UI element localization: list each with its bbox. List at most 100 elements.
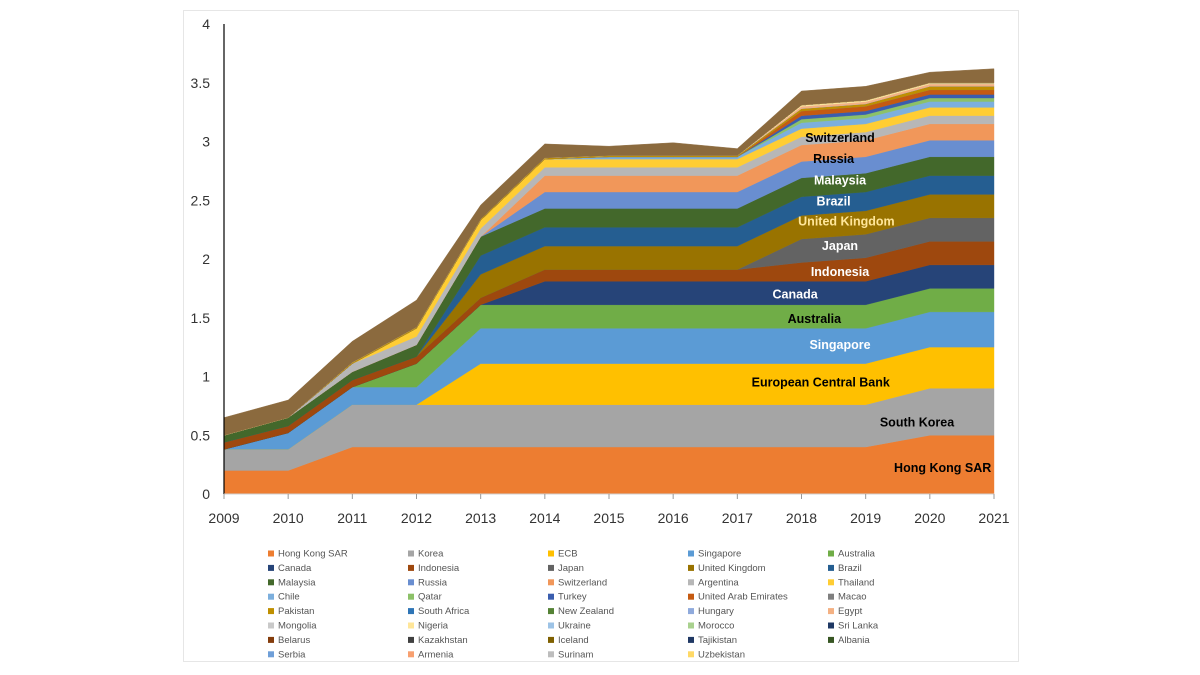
- legend-entry-ecb: ECB: [558, 549, 578, 560]
- legend-swatch: [268, 608, 274, 615]
- legend-swatch: [828, 608, 834, 615]
- legend-entry-south-africa: South Africa: [418, 606, 470, 617]
- legend-entry-serbia: Serbia: [278, 649, 306, 660]
- legend-swatch: [548, 608, 554, 615]
- legend-entry-qatar: Qatar: [418, 592, 442, 603]
- x-tick-label: 2011: [337, 510, 367, 526]
- x-tick-label: 2017: [722, 510, 753, 526]
- legend-entry-albania: Albania: [838, 635, 870, 646]
- legend-entry-turkey: Turkey: [558, 592, 587, 603]
- x-axis-ticks: 2009 2010 2011 2012 2013 2014 2015 2016 2017 2018…: [208, 494, 1010, 526]
- y-tick-label: 2.5: [191, 192, 211, 208]
- legend-entry-argentina: Argentina: [698, 577, 739, 588]
- legend-swatch: [828, 579, 834, 586]
- legend-swatch: [408, 622, 414, 629]
- legend-entry-korea: Korea: [418, 549, 444, 560]
- area-label-malaysia: Malaysia: [814, 173, 867, 187]
- area-other: [223, 68, 995, 436]
- area-label-indonesia: Indonesia: [811, 265, 870, 279]
- x-tick-label: 2015: [593, 510, 624, 526]
- x-tick-label: 2019: [850, 510, 881, 526]
- legend-entry-thailand: Thailand: [838, 577, 874, 588]
- legend-entry-new-zealand: New Zealand: [558, 606, 614, 617]
- area-label-australia: Australia: [788, 312, 843, 326]
- legend-swatch: [828, 593, 834, 600]
- legend-swatch: [688, 651, 694, 658]
- legend-entry-united-arab-emirates: United Arab Emirates: [698, 592, 788, 603]
- y-tick-label: 1: [202, 369, 210, 385]
- y-tick-label: 3: [202, 134, 210, 150]
- legend-entry-hungary: Hungary: [698, 606, 734, 617]
- legend-entry-chile: Chile: [278, 592, 300, 603]
- legend-swatch: [268, 564, 274, 571]
- legend-entry-canada: Canada: [278, 563, 312, 574]
- legend-swatch: [408, 579, 414, 586]
- y-tick-label: 2: [202, 251, 210, 267]
- legend-swatch: [828, 622, 834, 629]
- legend-entry-surinam: Surinam: [558, 649, 593, 660]
- legend-entry-pakistan: Pakistan: [278, 606, 314, 617]
- x-tick-label: 2012: [401, 510, 432, 526]
- legend-entry-hong-kong-sar: Hong Kong SAR: [278, 549, 348, 560]
- legend-swatch: [828, 636, 834, 643]
- x-tick-label: 2014: [529, 510, 560, 526]
- legend-entry-morocco: Morocco: [698, 621, 734, 632]
- x-tick-label: 2018: [786, 510, 817, 526]
- legend-entry-australia: Australia: [838, 549, 876, 560]
- legend-entry-uzbekistan: Uzbekistan: [698, 649, 745, 660]
- legend-entry-kazakhstan: Kazakhstan: [418, 635, 468, 646]
- legend-entry-belarus: Belarus: [278, 635, 310, 646]
- legend-entry-brazil: Brazil: [838, 563, 862, 574]
- x-tick-label: 2013: [465, 510, 496, 526]
- legend-swatch: [268, 579, 274, 586]
- legend-entry-iceland: Iceland: [558, 635, 589, 646]
- legend-swatch: [688, 636, 694, 643]
- legend-entry-indonesia: Indonesia: [418, 563, 460, 574]
- area-labels: Hong Kong SAR South Korea European Central…: [752, 131, 992, 475]
- legend-entry-malaysia: Malaysia: [278, 577, 316, 588]
- area-label-hong-kong-sar: Hong Kong SAR: [894, 461, 991, 475]
- area-label-united-kingdom: United Kingdom: [798, 214, 895, 228]
- legend-entry-japan: Japan: [558, 563, 584, 574]
- area-series-group: [223, 68, 995, 495]
- area-label-european-central-bank: European Central Bank: [752, 375, 890, 389]
- area-label-switzerland: Switzerland: [805, 131, 874, 145]
- legend-entry-russia: Russia: [418, 577, 448, 588]
- legend-swatch: [688, 579, 694, 586]
- legend-swatch: [688, 593, 694, 600]
- legend-entry-mongolia: Mongolia: [278, 621, 317, 632]
- area-label-singapore: Singapore: [809, 338, 870, 352]
- legend-entry-macao: Macao: [838, 592, 867, 603]
- x-tick-label: 2010: [273, 510, 304, 526]
- legend-swatch: [408, 651, 414, 658]
- y-tick-label: 3.5: [191, 75, 211, 91]
- area-label-canada: Canada: [773, 287, 819, 301]
- legend-swatch: [268, 550, 274, 557]
- x-tick-label: 2020: [914, 510, 945, 526]
- legend-entry-armenia: Armenia: [418, 649, 454, 660]
- legend-entry-egypt: Egypt: [838, 606, 863, 617]
- legend-entry-ukraine: Ukraine: [558, 621, 591, 632]
- legend-swatch: [688, 550, 694, 557]
- y-axis-ticks: 0 0.5 1 1.5 2 2.5 3 3.5 4: [191, 16, 211, 502]
- legend-swatch: [548, 564, 554, 571]
- x-tick-label: 2021: [978, 510, 1009, 526]
- legend-swatch: [548, 593, 554, 600]
- legend-swatch: [548, 651, 554, 658]
- legend-swatch: [548, 622, 554, 629]
- legend-entry-nigeria: Nigeria: [418, 621, 449, 632]
- x-tick-label: 2016: [658, 510, 689, 526]
- legend-swatch: [548, 579, 554, 586]
- legend-swatch: [268, 636, 274, 643]
- legend-swatch: [408, 608, 414, 615]
- legend-swatch: [268, 622, 274, 629]
- area-label-russia: Russia: [813, 152, 855, 166]
- legend-entry-tajikistan: Tajikistan: [698, 635, 737, 646]
- y-tick-label: 1.5: [191, 310, 211, 326]
- area-label-brazil: Brazil: [817, 194, 851, 208]
- legend-swatch: [828, 564, 834, 571]
- legend-swatch: [408, 564, 414, 571]
- legend-swatch: [408, 550, 414, 557]
